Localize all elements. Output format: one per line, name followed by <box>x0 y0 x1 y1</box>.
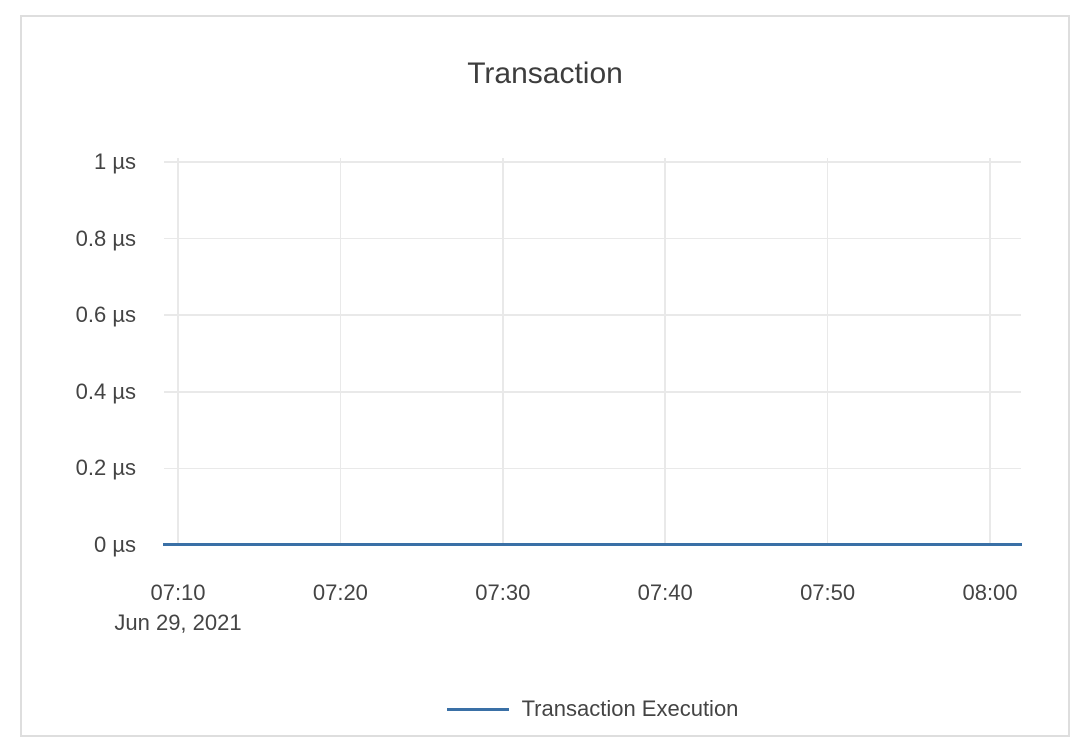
gridline-horizontal <box>164 314 1021 316</box>
legend: Transaction Execution <box>164 695 1021 723</box>
y-tick-label: 0.2 µs <box>75 455 136 481</box>
x-tick-label: 07:20 <box>312 580 368 605</box>
gridline-horizontal <box>164 237 1021 240</box>
x-tick-label: 07:10 <box>150 580 206 605</box>
gridline-vertical <box>989 158 991 545</box>
gridline-vertical <box>502 158 504 545</box>
chart-title: Transaction <box>467 57 623 90</box>
x-tick-label: 08:00 <box>962 580 1018 605</box>
plot-area[interactable] <box>163 158 1022 546</box>
y-tick-label: 0.4 µs <box>75 378 136 404</box>
x-tick-label: 07:30 <box>475 580 531 605</box>
x-tick-label: 07:50 <box>800 580 856 605</box>
legend-item-label: Transaction Execution <box>521 696 739 721</box>
gridline-vertical <box>339 158 342 545</box>
legend-line-swatch-icon <box>446 707 509 711</box>
gridline-horizontal <box>164 161 1021 163</box>
y-tick-label: 0.8 µs <box>75 225 136 251</box>
y-tick-label: 1 µs <box>93 149 136 174</box>
legend-item-transaction-execution[interactable]: Transaction Execution <box>446 695 739 723</box>
gridline-vertical <box>177 158 179 545</box>
gridline-vertical <box>664 158 666 545</box>
series-line-transaction-execution[interactable] <box>163 543 1022 546</box>
x-axis-date-label: Jun 29, 2021 <box>114 610 242 635</box>
gridline-horizontal <box>164 391 1021 393</box>
x-tick-label: 07:40 <box>637 580 693 605</box>
gridline-horizontal <box>164 467 1021 470</box>
chart-card: Transaction 1 µs 0.8 µs 0.6 µs 0.4 µs 0.2 µs… <box>20 15 1070 737</box>
gridline-vertical <box>826 158 829 545</box>
y-tick-label: 0.6 µs <box>75 302 136 328</box>
y-tick-label: 0 µs <box>93 532 136 557</box>
